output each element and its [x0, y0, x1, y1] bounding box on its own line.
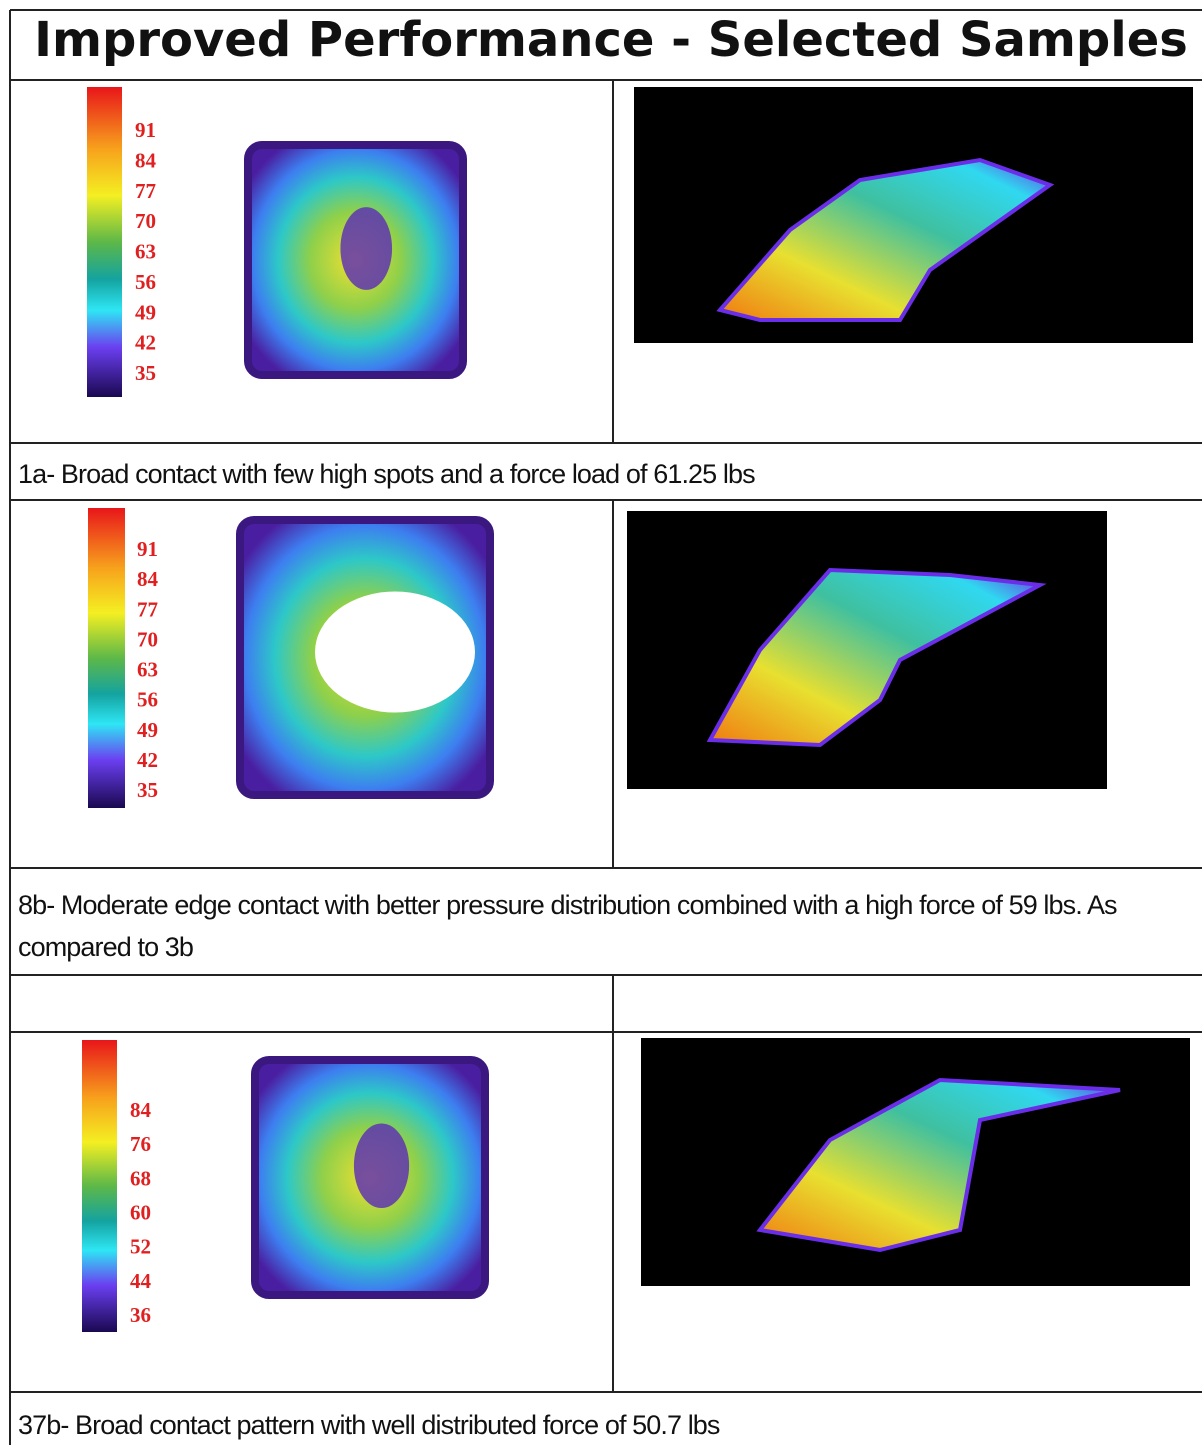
scale-label: 77 — [137, 597, 158, 621]
scale-label: 42 — [135, 331, 156, 355]
color-bar — [87, 87, 122, 397]
scale-label: 84 — [137, 567, 159, 591]
caption: 1a- Broad contact with few high spots an… — [18, 459, 756, 489]
caption: 37b- Broad contact pattern with well dis… — [18, 1410, 720, 1440]
scale-label: 63 — [137, 658, 158, 682]
scale-label: 36 — [130, 1303, 151, 1327]
scale-label: 84 — [130, 1098, 152, 1122]
color-bar — [82, 1040, 117, 1332]
table-lines — [9, 9, 1202, 1445]
scale-label: 91 — [137, 537, 158, 561]
scale-label: 52 — [130, 1235, 151, 1259]
scale-label: 44 — [130, 1269, 152, 1293]
scale-label: 68 — [130, 1166, 151, 1190]
scale-label: 70 — [137, 627, 158, 651]
pressure-gap — [315, 591, 475, 713]
scale-label: 70 — [135, 209, 156, 233]
title: Improved Performance - Selected Samples — [34, 12, 1188, 68]
scale-label: 49 — [137, 718, 158, 742]
scale-label: 42 — [137, 748, 158, 772]
pressure-low — [340, 207, 393, 290]
scale-label: 76 — [130, 1132, 151, 1156]
scale-label: 35 — [137, 778, 158, 802]
scale-label: 56 — [137, 688, 158, 712]
caption: 8b- Moderate edge contact with better pr… — [18, 890, 1118, 962]
scale-label: 84 — [135, 148, 157, 172]
scale-label: 77 — [135, 179, 156, 203]
scale-label: 60 — [130, 1201, 151, 1225]
pressure-low — [353, 1123, 410, 1209]
scale-label: 56 — [135, 270, 156, 294]
surface-plot — [716, 157, 1055, 322]
scale-label: 63 — [135, 240, 156, 264]
scale-label: 91 — [135, 118, 156, 142]
surface-plot — [756, 1077, 1121, 1253]
surface-plot — [706, 567, 1047, 748]
color-bar — [88, 508, 125, 808]
scale-label: 35 — [135, 361, 156, 385]
scale-label: 49 — [135, 300, 156, 324]
